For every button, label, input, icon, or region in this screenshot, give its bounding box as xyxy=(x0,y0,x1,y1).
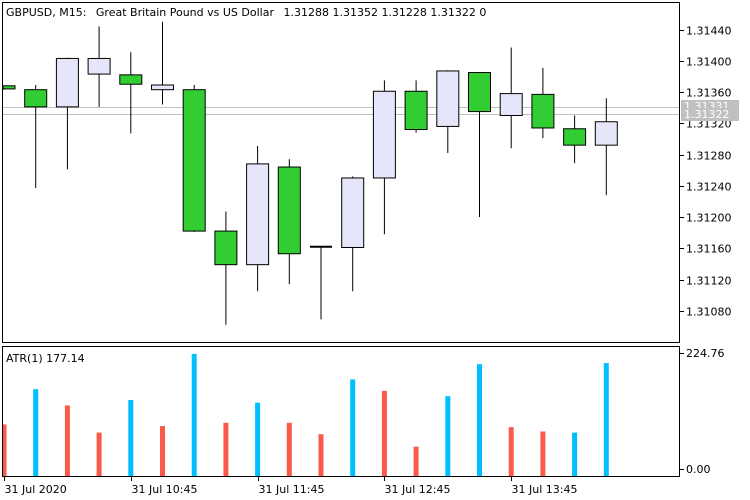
candle xyxy=(24,85,48,189)
atr-bar xyxy=(603,363,609,476)
price-tick-label: 1.31440 xyxy=(686,25,732,38)
time-tick-label: 31 Jul 11:45 xyxy=(259,483,325,496)
atr-bar xyxy=(3,424,7,476)
candle xyxy=(87,26,111,107)
candle-body xyxy=(24,89,48,108)
atr-bar xyxy=(572,432,578,476)
candle xyxy=(246,145,270,292)
candle-body xyxy=(87,57,111,75)
candle-body xyxy=(436,70,460,127)
time-tick-label: 31 Jul 13:45 xyxy=(512,483,578,496)
candle-body xyxy=(341,177,365,248)
atr-bar xyxy=(445,396,451,476)
svg-text:1.31322: 1.31322 xyxy=(684,108,730,121)
price-tick-label: 1.31360 xyxy=(686,87,732,100)
atr-bar xyxy=(318,434,324,476)
atr-bar xyxy=(191,353,197,476)
price-tick-label: 1.31240 xyxy=(686,181,732,194)
atr-bar xyxy=(96,432,102,476)
candle-body xyxy=(277,166,301,255)
price-tick-label: 1.31120 xyxy=(686,275,732,288)
atr-bar xyxy=(64,405,70,476)
ohlc-values: 1.31288 1.31352 1.31228 1.31322 0 xyxy=(283,6,486,19)
price-tick-label: 1.31280 xyxy=(686,150,732,163)
candle xyxy=(499,47,523,149)
atr-bottom-label: 0.00 xyxy=(686,463,711,476)
atr-bar xyxy=(286,422,292,476)
candle-body xyxy=(499,93,523,116)
atr-bar xyxy=(255,402,261,476)
symbol-label: GBPUSD, M15: xyxy=(6,6,86,19)
price-tick-label: 1.31400 xyxy=(686,56,732,69)
price-panel-frame xyxy=(2,2,680,343)
candle xyxy=(372,80,396,235)
candle-body xyxy=(531,93,555,129)
candle xyxy=(55,57,79,170)
atr-bar xyxy=(33,389,39,476)
symbol-description: Great Britain Pound vs US Dollar xyxy=(96,6,275,19)
candle xyxy=(277,159,301,285)
atr-bar xyxy=(477,364,482,476)
candle xyxy=(151,21,174,105)
candle xyxy=(310,245,332,320)
candle xyxy=(214,211,238,325)
candle xyxy=(182,85,206,232)
price-tick-label: 1.31080 xyxy=(686,306,732,319)
candle-body xyxy=(2,85,16,90)
atr-bar xyxy=(223,422,229,476)
candle-body xyxy=(594,121,618,146)
atr-bar xyxy=(128,400,134,476)
atr-bar xyxy=(160,426,165,476)
price-tick-label: 1.31200 xyxy=(686,212,732,225)
atr-bar xyxy=(540,431,546,476)
atr-label: ATR(1) 177.14 xyxy=(6,352,85,365)
candle xyxy=(404,80,428,133)
time-tick-label: 31 Jul 2020 xyxy=(5,483,67,496)
atr-bar xyxy=(350,379,356,476)
candle-body xyxy=(182,89,206,232)
atr-bars-group xyxy=(3,353,609,476)
candle-body xyxy=(246,163,270,266)
candle xyxy=(119,52,143,134)
candle xyxy=(531,67,555,139)
candle-body xyxy=(151,84,174,91)
candle-body xyxy=(468,72,491,113)
atr-bar xyxy=(508,427,514,476)
price-tick-label: 1.31160 xyxy=(686,243,732,256)
candle xyxy=(563,115,587,164)
candle-body xyxy=(563,128,587,146)
candle xyxy=(2,85,16,90)
candle xyxy=(341,176,365,292)
time-tick-label: 31 Jul 12:45 xyxy=(385,483,451,496)
time-axis: 31 Jul 2020 31 Jul 10:45 31 Jul 11:45 31 Ju… xyxy=(4,477,578,496)
candle xyxy=(594,98,618,196)
candle xyxy=(468,72,491,218)
candle-body xyxy=(214,230,238,266)
candle-body xyxy=(372,90,396,179)
price-axis: 1.314401.314001.313601.313201.312801.312… xyxy=(680,25,732,319)
atr-top-label: 224.76 xyxy=(686,347,725,360)
candle-body xyxy=(404,90,428,131)
candles-group xyxy=(2,21,618,325)
candle-body xyxy=(119,74,143,85)
time-tick-label: 31 Jul 10:45 xyxy=(132,483,198,496)
candle xyxy=(436,70,460,153)
atr-bar xyxy=(381,390,387,476)
candle-body xyxy=(55,57,79,108)
atr-bar xyxy=(413,446,419,476)
chart-header: GBPUSD, M15: Great Britain Pound vs US D… xyxy=(6,6,486,19)
atr-panel-frame xyxy=(2,346,680,477)
price-tag-current: 1.31322 xyxy=(681,108,739,121)
